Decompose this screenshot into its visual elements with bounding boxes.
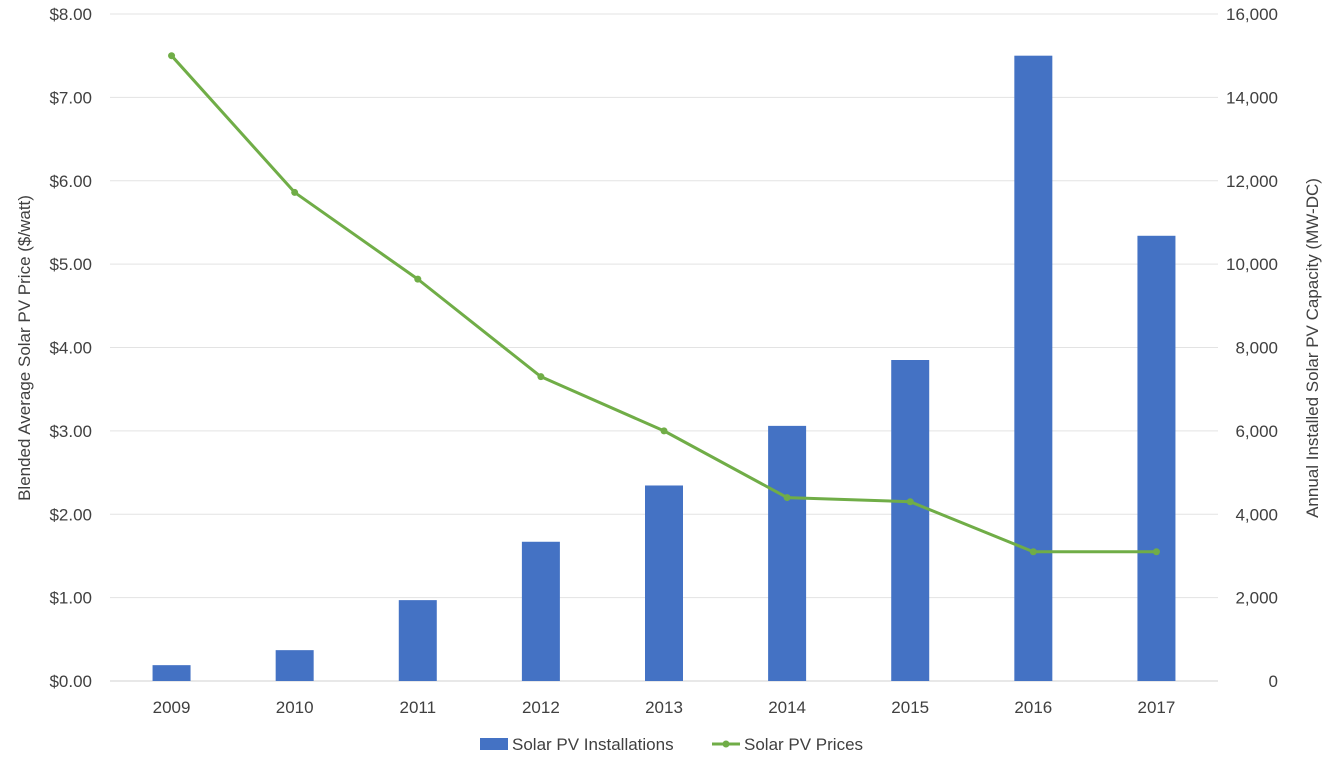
bar xyxy=(152,665,191,681)
bar xyxy=(645,485,683,681)
price-point xyxy=(783,494,791,502)
right-tick-label: 10,000 xyxy=(1226,255,1278,274)
bar xyxy=(768,425,807,681)
price-point xyxy=(168,52,176,60)
price-line xyxy=(170,54,1157,554)
x-tick-label: 2012 xyxy=(522,698,560,717)
right-tick-label: 8,000 xyxy=(1235,339,1278,358)
bar xyxy=(1137,235,1176,681)
bar xyxy=(891,360,930,681)
x-tick-label: 2014 xyxy=(768,698,806,717)
line-series-prices xyxy=(168,52,1160,556)
x-tick-label: 2016 xyxy=(1014,698,1052,717)
right-tick-label: 14,000 xyxy=(1226,88,1278,107)
left-tick-label: $6.00 xyxy=(49,172,92,191)
right-axis-title: Annual Installed Solar PV Capacity (MW-D… xyxy=(1303,178,1322,518)
left-tick-label: $2.00 xyxy=(49,505,92,524)
price-point xyxy=(414,275,422,283)
bar xyxy=(275,650,314,681)
left-tick-label: $5.00 xyxy=(49,255,92,274)
left-axis-title: Blended Average Solar PV Price ($/watt) xyxy=(15,195,34,501)
legend-label-installations: Solar PV Installations xyxy=(512,735,674,754)
price-point xyxy=(537,373,545,381)
gridlines xyxy=(110,13,1218,682)
left-tick-label: $4.00 xyxy=(49,339,92,358)
x-tick-label: 2015 xyxy=(891,698,929,717)
right-tick-label: 2,000 xyxy=(1235,589,1278,608)
legend-label-prices: Solar PV Prices xyxy=(744,735,863,754)
bar-series-installations xyxy=(152,55,1176,681)
legend-swatch-prices-marker xyxy=(722,740,730,748)
bar xyxy=(1014,55,1053,681)
x-tick-label: 2013 xyxy=(645,698,683,717)
left-tick-label: $3.00 xyxy=(49,422,92,441)
x-axis-ticks: 2009 2010 2011 2012 2013 2014 2015 2016 2017 xyxy=(153,698,1176,717)
right-tick-label: 6,000 xyxy=(1235,422,1278,441)
left-tick-label: $1.00 xyxy=(49,589,92,608)
right-tick-label: 4,000 xyxy=(1235,505,1278,524)
x-tick-label: 2011 xyxy=(399,698,436,717)
right-tick-label: 16,000 xyxy=(1226,5,1278,24)
legend: Solar PV Installations Solar PV Prices xyxy=(480,735,863,754)
price-point xyxy=(1152,548,1160,556)
bar xyxy=(398,600,437,681)
right-tick-label: 12,000 xyxy=(1226,172,1278,191)
left-tick-label: $7.00 xyxy=(49,88,92,107)
right-axis-ticks: 0 2,000 4,000 6,000 8,000 10,000 12,000 14,000 1… xyxy=(1226,5,1278,691)
x-tick-label: 2009 xyxy=(153,698,191,717)
bar xyxy=(521,541,560,681)
x-tick-label: 2010 xyxy=(276,698,314,717)
left-tick-label: $8.00 xyxy=(49,5,92,24)
right-tick-label: 0 xyxy=(1269,672,1278,691)
price-point xyxy=(291,188,299,196)
left-tick-label: $0.00 xyxy=(49,672,92,691)
price-point xyxy=(660,427,668,435)
x-tick-label: 2017 xyxy=(1138,698,1176,717)
legend-swatch-installations xyxy=(480,738,508,750)
price-point xyxy=(906,498,914,506)
left-axis-ticks: $0.00 $1.00 $2.00 $3.00 $4.00 $5.00 $6.00 $7.00… xyxy=(49,5,92,691)
price-point xyxy=(1029,548,1037,556)
